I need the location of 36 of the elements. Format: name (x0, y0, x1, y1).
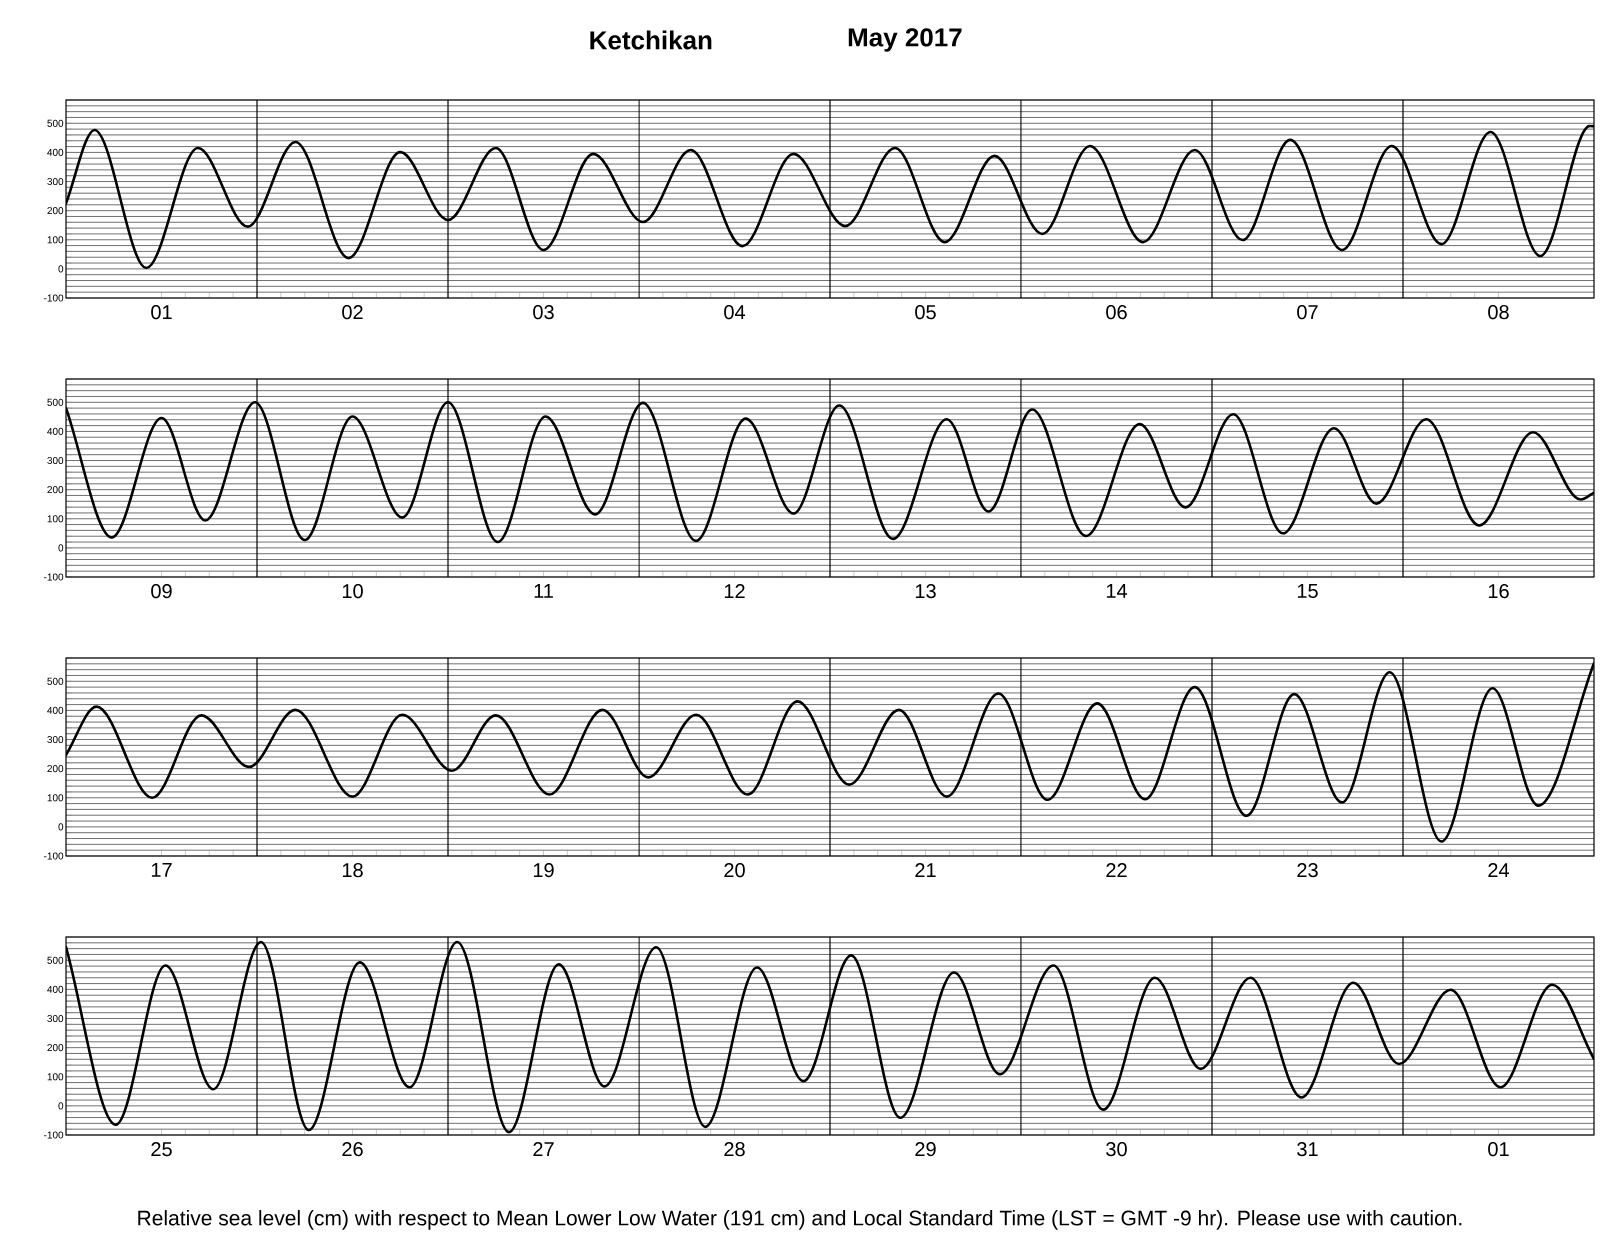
x-tick-label: 21 (915, 862, 936, 877)
x-tick-label: 19 (533, 862, 554, 878)
x-tick-label: 24 (1488, 862, 1510, 877)
chart-subtitle: May 2017 (848, 28, 962, 52)
x-tick-label: 31 (1297, 1141, 1318, 1157)
x-tick-label: 30 (1106, 1141, 1127, 1157)
x-tick-label: 25 (151, 1141, 172, 1157)
x-tick-label: 14 (1106, 583, 1128, 598)
x-tick-label: 29 (915, 1141, 936, 1157)
x-tick-label: 07 (1297, 304, 1318, 320)
x-tick-label: 23 (1297, 862, 1318, 878)
x-tick-label: 12 (724, 583, 745, 598)
x-tick-label: 11 (534, 583, 553, 598)
x-tick-label: 15 (1297, 583, 1318, 598)
x-tick-label: 28 (724, 1141, 745, 1157)
chart-title: Ketchikan (590, 30, 712, 50)
x-tick-label: 16 (1488, 583, 1509, 599)
x-tick-label: 26 (342, 1141, 363, 1157)
x-tick-label: 04 (724, 304, 746, 320)
x-tick-label: 09 (151, 583, 172, 599)
x-tick-label: 01 (1488, 1141, 1509, 1157)
x-tick-label: 06 (1106, 304, 1127, 320)
x-tick-label: 17 (151, 862, 172, 877)
x-tick-label: 03 (533, 304, 554, 320)
x-tick-label: 08 (1488, 304, 1509, 320)
text: Relative sea level (cm) with respect to Mean Lower Low Water (191 cm) and Local Standard Time (LST = GMT -9 hr). Please use with caution. (138, 1209, 1462, 1230)
x-tick-label: 22 (1106, 862, 1127, 877)
x-tick-label: 05 (915, 304, 936, 320)
line-series (66, 940, 1594, 1134)
x-tick-label: 02 (342, 304, 363, 320)
x-tick-label: 10 (342, 583, 363, 599)
x-tick-label: 18 (342, 862, 363, 878)
x-tick-label: 13 (915, 583, 936, 599)
x-tick-label: 20 (724, 862, 745, 878)
x-tick-label: 27 (533, 1141, 554, 1156)
x-tick-label: 01 (151, 304, 172, 320)
